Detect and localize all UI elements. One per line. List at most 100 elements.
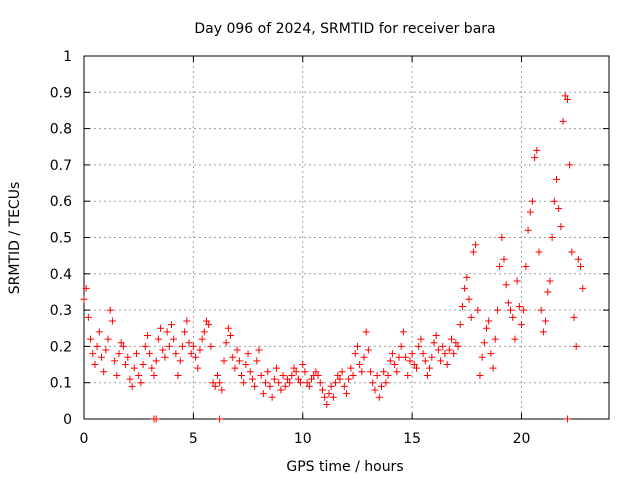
data-point bbox=[244, 350, 252, 358]
data-point bbox=[511, 335, 519, 343]
data-point bbox=[399, 328, 407, 336]
data-point bbox=[397, 342, 405, 350]
data-point bbox=[458, 302, 466, 310]
data-point bbox=[432, 332, 440, 340]
data-point bbox=[487, 350, 495, 358]
x-tick-label: 20 bbox=[513, 431, 531, 447]
y-tick-label: 0.8 bbox=[50, 122, 72, 138]
data-point bbox=[301, 368, 309, 376]
data-point bbox=[384, 371, 392, 379]
data-point bbox=[332, 379, 340, 387]
data-point bbox=[443, 361, 451, 369]
data-point bbox=[216, 415, 224, 423]
data-point bbox=[126, 375, 134, 383]
data-point bbox=[553, 175, 560, 183]
data-point bbox=[273, 364, 280, 372]
data-point bbox=[520, 306, 528, 314]
data-point bbox=[209, 379, 217, 387]
data-point bbox=[419, 350, 427, 358]
x-tick-label: 10 bbox=[294, 431, 312, 447]
data-point bbox=[557, 223, 565, 231]
data-point bbox=[343, 390, 350, 398]
data-point bbox=[89, 350, 97, 358]
y-tick-label: 0 bbox=[63, 412, 72, 428]
data-point bbox=[329, 393, 337, 401]
data-point bbox=[117, 339, 125, 347]
data-point bbox=[316, 379, 324, 387]
data-point bbox=[526, 208, 534, 216]
data-point bbox=[321, 393, 329, 401]
data-point bbox=[174, 371, 182, 379]
data-point bbox=[98, 353, 105, 361]
data-point bbox=[393, 368, 401, 376]
data-point bbox=[111, 357, 119, 365]
data-point bbox=[544, 288, 552, 296]
data-point bbox=[513, 277, 521, 285]
data-point bbox=[382, 379, 390, 387]
data-point bbox=[106, 306, 114, 314]
data-point bbox=[137, 379, 145, 387]
data-point bbox=[423, 371, 431, 379]
data-point bbox=[336, 375, 344, 383]
data-point bbox=[349, 371, 357, 379]
data-point bbox=[476, 371, 484, 379]
data-point bbox=[216, 379, 224, 387]
data-point bbox=[388, 350, 396, 358]
data-point bbox=[187, 350, 195, 358]
data-point bbox=[262, 379, 270, 387]
data-point bbox=[281, 382, 289, 390]
data-point bbox=[159, 346, 167, 354]
data-point bbox=[402, 353, 410, 361]
data-point bbox=[327, 382, 335, 390]
data-point bbox=[277, 386, 285, 394]
data-point bbox=[82, 284, 90, 292]
data-point bbox=[528, 197, 536, 205]
data-point bbox=[305, 382, 313, 390]
data-point bbox=[428, 353, 436, 361]
data-point bbox=[563, 96, 571, 104]
data-point bbox=[227, 332, 235, 340]
data-point bbox=[257, 371, 265, 379]
data-point bbox=[84, 313, 92, 321]
data-point bbox=[152, 357, 160, 365]
y-tick-label: 0.3 bbox=[50, 303, 72, 319]
data-point bbox=[246, 368, 254, 376]
data-point bbox=[294, 375, 302, 383]
data-point bbox=[264, 368, 272, 376]
data-point bbox=[157, 324, 165, 332]
data-point bbox=[318, 386, 326, 394]
data-point bbox=[119, 342, 127, 350]
data-point bbox=[122, 361, 130, 369]
data-point bbox=[441, 350, 449, 358]
data-point bbox=[248, 375, 256, 383]
data-point bbox=[251, 382, 259, 390]
data-point bbox=[312, 368, 320, 376]
data-point bbox=[233, 346, 241, 354]
data-point bbox=[128, 382, 136, 390]
data-point bbox=[154, 335, 162, 343]
data-point bbox=[472, 241, 480, 249]
data-point bbox=[515, 302, 523, 310]
data-point bbox=[100, 368, 108, 376]
data-point bbox=[224, 324, 232, 332]
data-point bbox=[539, 328, 547, 336]
data-point bbox=[502, 281, 510, 289]
data-point bbox=[358, 368, 366, 376]
data-point bbox=[496, 263, 504, 271]
data-point bbox=[345, 375, 353, 383]
data-point bbox=[240, 379, 248, 387]
data-point bbox=[577, 263, 585, 271]
y-tick-label: 0.1 bbox=[50, 376, 72, 392]
data-point bbox=[546, 277, 554, 285]
data-point bbox=[395, 353, 403, 361]
data-point bbox=[483, 324, 490, 332]
y-tick-label: 1 bbox=[63, 49, 72, 65]
data-point bbox=[198, 335, 206, 343]
data-point bbox=[408, 350, 416, 358]
data-point bbox=[139, 361, 147, 369]
y-tick-label: 0.5 bbox=[50, 231, 72, 247]
y-tick-label: 0.9 bbox=[50, 85, 72, 101]
data-point bbox=[535, 248, 543, 256]
tick-layer: 00.10.20.30.40.50.60.70.80.910 5 10 15 20 bbox=[50, 49, 609, 447]
data-point bbox=[417, 335, 425, 343]
